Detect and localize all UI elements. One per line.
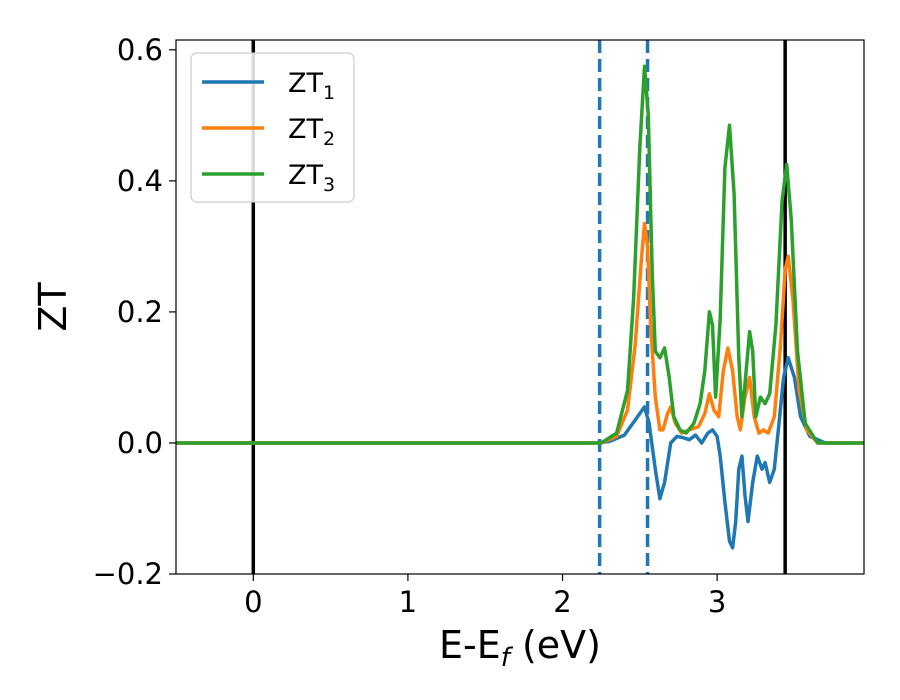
y-axis: −0.2 0.0 0.2 0.4 0.6 (93, 33, 176, 591)
y-tick-label: 0.6 (117, 33, 163, 67)
x-tick-label: 0 (244, 585, 262, 619)
legend: ZT1 ZT2 ZT3 (190, 52, 355, 203)
y-tick-label: 0.4 (117, 164, 163, 198)
plot-area (176, 40, 864, 574)
x-tick-label: 2 (553, 585, 571, 619)
legend-label-zt2: ZT2 (288, 114, 335, 150)
series-line-zt2 (176, 221, 864, 445)
series-line-zt1 (176, 356, 864, 550)
series-lines (176, 64, 864, 550)
legend-box (190, 52, 355, 203)
series-line-zt3 (176, 64, 864, 445)
legend-label-zt1: ZT1 (288, 68, 335, 104)
y-tick-label: 0.2 (117, 295, 163, 329)
plot-frame (175, 39, 865, 575)
legend-label-zt3: ZT3 (288, 160, 335, 196)
x-axis: 0 1 2 3 (244, 574, 726, 619)
y-tick-label: 0.0 (117, 426, 163, 460)
y-tick-label: −0.2 (93, 557, 163, 591)
x-tick-label: 1 (399, 585, 417, 619)
x-axis-label: E-Ef (eV) (439, 623, 601, 673)
y-axis-label: ZT (31, 282, 75, 332)
x-tick-label: 3 (708, 585, 726, 619)
